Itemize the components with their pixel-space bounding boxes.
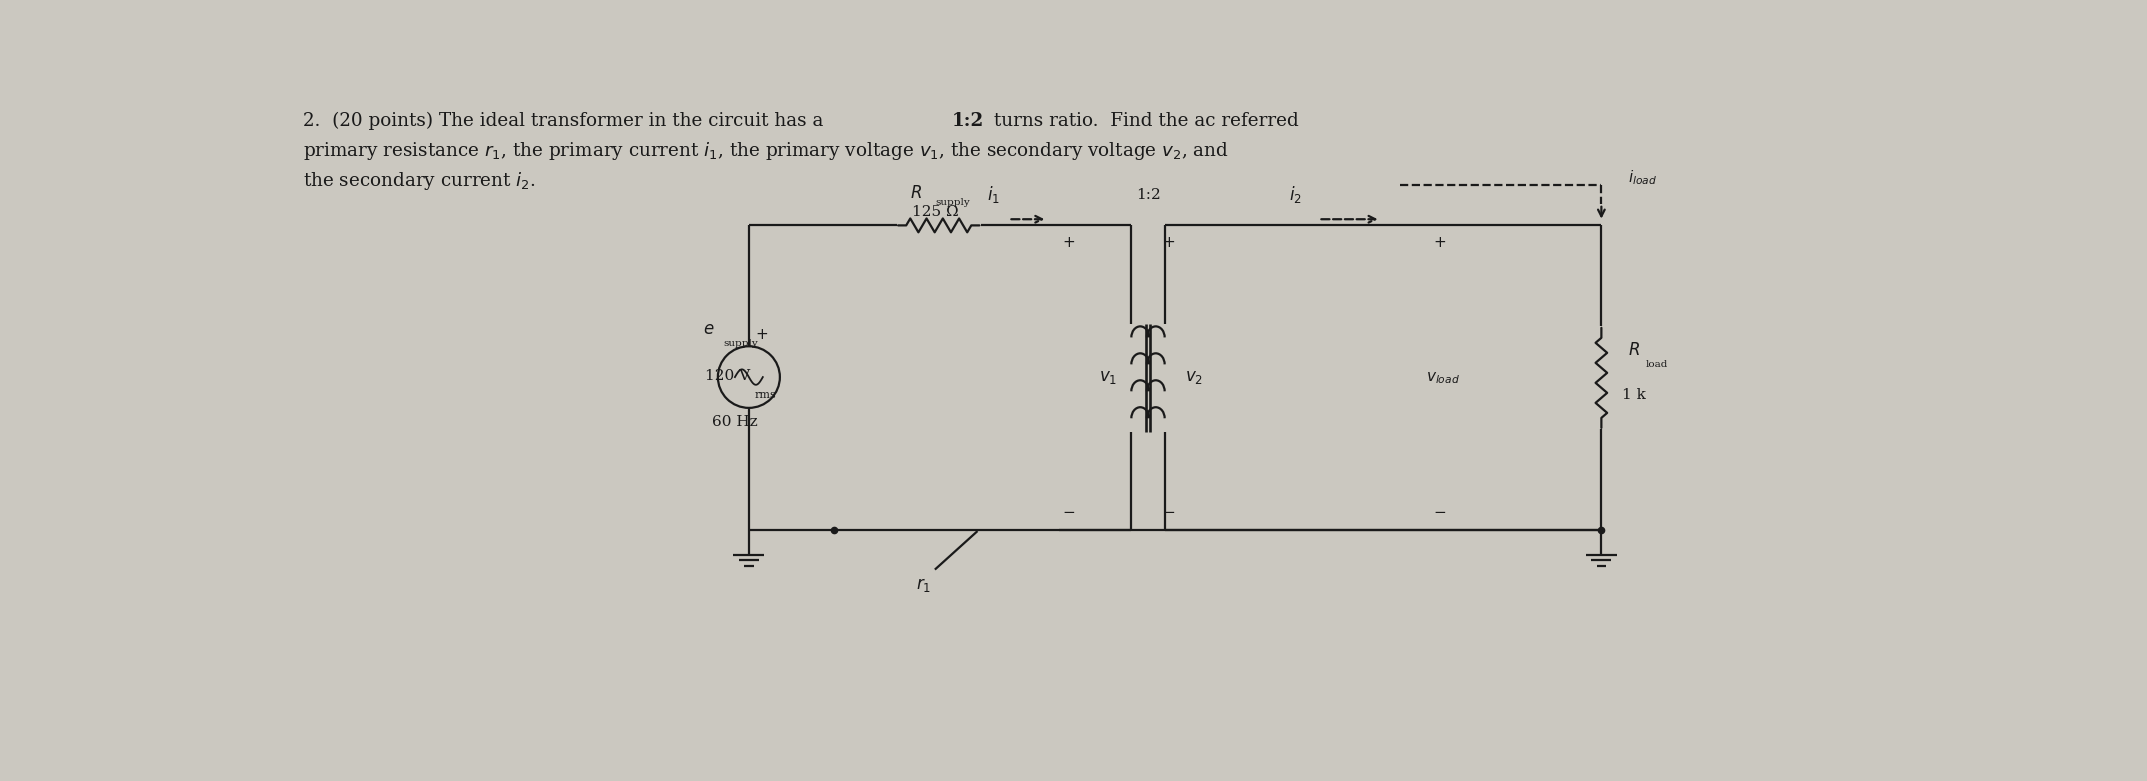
Text: 1:2: 1:2 — [951, 112, 983, 130]
Text: −: − — [1434, 505, 1447, 520]
Text: $v_2$: $v_2$ — [1185, 369, 1202, 387]
Text: +: + — [1434, 235, 1447, 250]
Text: $i_1$: $i_1$ — [985, 184, 1001, 205]
Text: $e$: $e$ — [702, 321, 715, 338]
Text: primary resistance $r_1$, the primary current $i_1$, the primary voltage $v_1$, : primary resistance $r_1$, the primary cu… — [303, 141, 1228, 162]
Text: 60 Hz: 60 Hz — [713, 415, 758, 429]
Text: −: − — [1063, 505, 1076, 520]
Text: 125 Ω: 125 Ω — [912, 205, 958, 219]
Text: $R$: $R$ — [1627, 342, 1640, 359]
Text: rms: rms — [756, 390, 777, 400]
Text: load: load — [1647, 360, 1668, 369]
Text: $i_2$: $i_2$ — [1288, 184, 1301, 205]
Text: 1:2: 1:2 — [1136, 187, 1159, 201]
Text: +: + — [756, 327, 769, 342]
Text: $v_1$: $v_1$ — [1099, 369, 1116, 387]
Text: $i_{load}$: $i_{load}$ — [1630, 168, 1657, 187]
Text: $R$: $R$ — [910, 184, 921, 201]
Text: $v_{load}$: $v_{load}$ — [1426, 370, 1460, 386]
Text: supply: supply — [724, 339, 758, 348]
Text: +: + — [1162, 235, 1174, 250]
Text: turns ratio.  Find the ac referred: turns ratio. Find the ac referred — [988, 112, 1299, 130]
Text: 1 k: 1 k — [1621, 388, 1647, 401]
Text: supply: supply — [936, 198, 970, 207]
Text: 120 V: 120 V — [704, 369, 749, 383]
Text: $r_1$: $r_1$ — [915, 576, 932, 594]
Text: +: + — [1063, 235, 1076, 250]
Text: 2.  (20 points) The ideal transformer in the circuit has a: 2. (20 points) The ideal transformer in … — [303, 112, 829, 130]
Text: the secondary current $i_2$.: the secondary current $i_2$. — [303, 170, 537, 192]
Text: −: − — [1162, 505, 1174, 520]
